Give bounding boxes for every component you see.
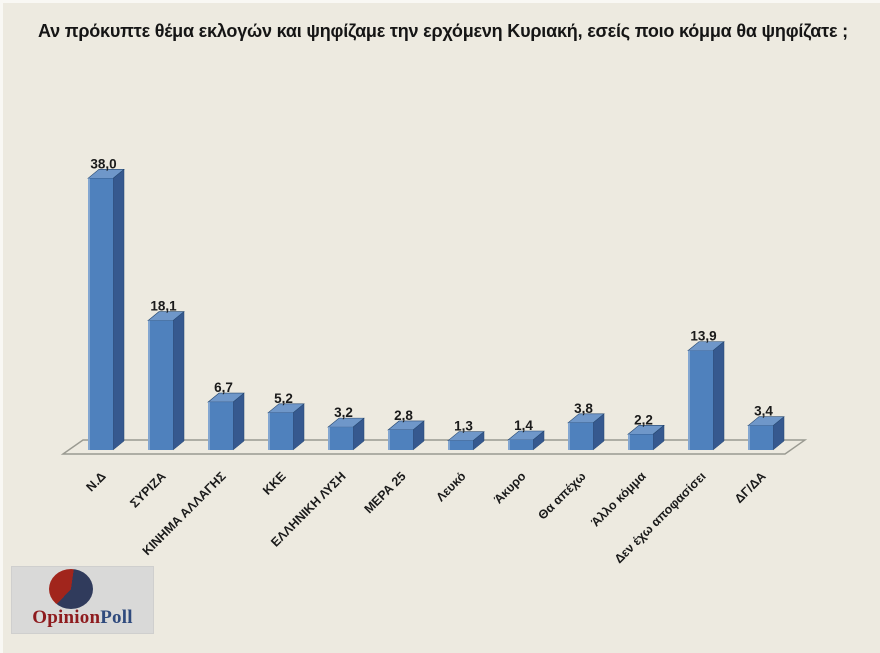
bar-front-face [748,425,773,450]
bar-side-face [172,311,185,451]
category-label: Άκυρο [491,469,528,506]
category-label: ΔΓ/ΔΑ [732,469,769,506]
bar-highlight [268,412,270,450]
chart-title: Αν πρόκυπτε θέμα εκλογών και ψηφίζαμε τη… [38,21,848,41]
pie-chart-icon [49,569,93,609]
bar-front-face [88,178,113,451]
bar-value-label: 2,8 [394,408,413,423]
category-label: Ν.Δ [84,469,109,494]
bar-front-face [148,320,173,450]
opinion-poll-logo: OpinionPoll [11,566,154,634]
bar-value-label: 5,2 [274,391,293,406]
bar-value-label: 38,0 [90,156,116,171]
bar-value-label: 2,2 [634,412,653,427]
bar-value-label: 3,8 [574,401,593,416]
bar-highlight [88,178,90,451]
category-label: Θα απέχω [535,469,589,523]
bar-value-label: 6,7 [214,380,233,395]
bar-value-label: 1,4 [514,418,533,433]
bar-highlight [628,434,630,450]
bar-front-face [328,427,353,450]
bar-front-face [448,440,473,450]
category-label: ΜΕΡΑ 25 [362,469,409,516]
bar-front-face [688,350,713,450]
bar-highlight [328,427,330,450]
bar-highlight [508,439,510,450]
bar-value-label: 1,3 [454,419,473,434]
category-label: ΣΥΡΙΖΑ [127,469,168,510]
bar-highlight [748,425,750,450]
logo-text-opinion: Opinion [32,607,101,628]
bar-front-face [388,429,413,450]
bar-highlight [208,402,210,450]
bar-side-face [112,168,125,451]
bar-front-face [508,439,533,450]
category-label: Λευκό [433,469,468,504]
bar-front-face [568,422,593,450]
logo-text-poll: Poll [100,607,133,628]
bar-highlight [148,320,150,450]
bar-value-label: 3,2 [334,405,353,420]
bar-highlight [448,440,450,450]
category-label: ΚΚΕ [260,469,289,498]
bar-value-label: 13,9 [690,329,716,344]
bar-front-face [208,402,233,450]
bar-side-face [712,341,725,451]
category-label: Άλλο κόμμα [588,469,648,529]
bar-value-label: 18,1 [150,299,177,314]
chart-floor [60,439,808,455]
bar-front-face [268,412,293,450]
logo-wordmark: OpinionPoll [12,607,153,629]
bar-highlight [388,429,390,450]
bar-highlight [688,350,690,450]
bar-highlight [568,422,570,450]
bar-side-face [232,392,245,451]
bar-front-face [628,434,653,450]
bar-value-label: 3,4 [754,404,773,419]
